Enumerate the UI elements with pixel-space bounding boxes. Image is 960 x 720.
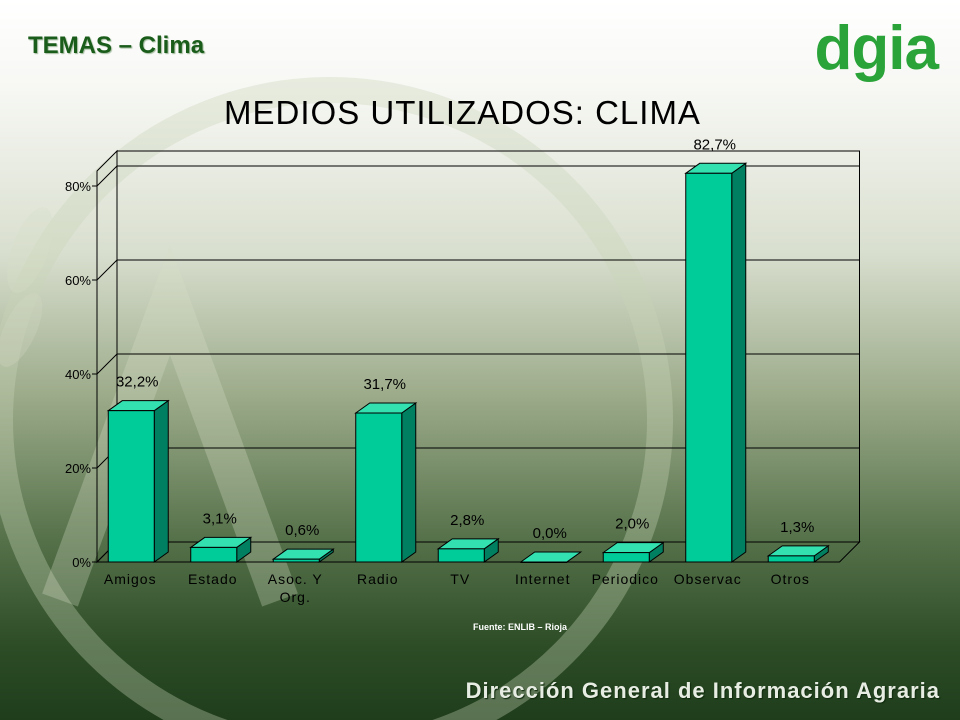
bar-side — [153, 399, 169, 563]
data-label: 32,2% — [116, 374, 159, 391]
gridline — [96, 165, 860, 187]
category-label: Internet — [515, 571, 570, 587]
bar — [272, 558, 320, 563]
data-label: 0,0% — [533, 525, 567, 542]
bar — [107, 410, 155, 563]
bar-top — [519, 551, 583, 563]
bar — [602, 552, 650, 563]
bar — [685, 172, 733, 563]
category-label: Asoc. Y — [268, 571, 323, 587]
data-label: 3,1% — [203, 510, 237, 527]
category-label: Estado — [188, 571, 238, 587]
footer-text: Dirección General de Información Agraria — [465, 678, 940, 703]
bar — [355, 412, 403, 563]
y-tick-label: 20% — [65, 461, 91, 476]
bar-side — [401, 402, 417, 563]
y-tick-label: 0% — [72, 555, 91, 570]
bar — [190, 546, 238, 563]
data-label: 1,3% — [780, 519, 814, 536]
bar — [437, 548, 485, 563]
data-label: 82,7% — [693, 136, 736, 153]
data-label: 2,8% — [450, 512, 484, 529]
category-label: Org. — [280, 589, 311, 605]
source-note: Fuente: ENLIB – Rioja — [472, 622, 567, 632]
dgia-logo: dgia — [814, 14, 939, 83]
category-label: TV — [450, 571, 470, 587]
category-label: Periodico — [592, 571, 659, 587]
plot-back-wall — [116, 150, 860, 543]
data-label: 31,7% — [363, 376, 406, 393]
chart-title: MEDIOS UTILIZADOS: CLIMA — [224, 94, 701, 131]
category-label: Radio — [357, 571, 399, 587]
page-title: TEMAS – Clima — [28, 32, 205, 59]
data-label: 2,0% — [615, 516, 649, 533]
y-tick-label: 40% — [65, 367, 91, 382]
category-label: Amigos — [104, 571, 157, 587]
bar — [767, 555, 815, 563]
y-tick-label: 60% — [65, 273, 91, 288]
gridline — [96, 353, 860, 375]
category-label: Otros — [771, 571, 810, 587]
bar — [520, 561, 568, 563]
gridline — [96, 259, 860, 281]
bar-side — [731, 162, 747, 563]
data-label: 0,6% — [285, 522, 319, 539]
category-label: Observac — [674, 571, 742, 587]
y-tick-label: 80% — [65, 179, 91, 194]
